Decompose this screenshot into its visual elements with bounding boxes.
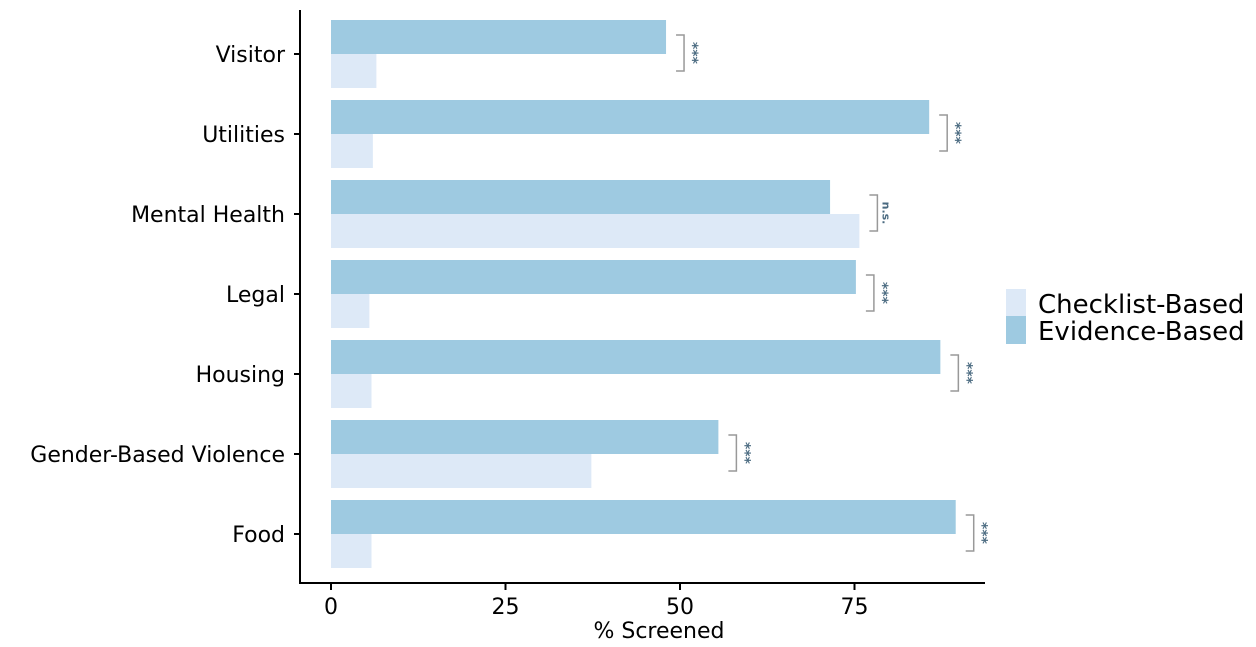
bar-checklist-based xyxy=(331,534,372,568)
legend-swatch xyxy=(1006,289,1026,317)
significance-label: *** xyxy=(958,362,974,385)
significance-label: *** xyxy=(736,442,752,465)
bar-checklist-based xyxy=(331,374,372,408)
significance-bracket xyxy=(865,274,875,312)
bar-evidence-based xyxy=(331,260,856,294)
significance-label: *** xyxy=(684,42,700,65)
bar-checklist-based xyxy=(331,214,860,248)
significance-brackets: *** *** n.s. *** *** *** *** xyxy=(676,34,990,552)
bar-checklist-based xyxy=(331,54,377,88)
significance-label: *** xyxy=(947,122,963,145)
bar-checklist-based xyxy=(331,134,373,168)
bar-evidence-based xyxy=(331,180,831,214)
bar-evidence-based xyxy=(331,420,719,454)
significance-bracket xyxy=(728,434,738,472)
bar-checklist-based xyxy=(331,454,592,488)
y-tick-label: Mental Health xyxy=(131,203,285,228)
y-tick-label: Gender-Based Violence xyxy=(30,443,285,468)
y-tick-labels: Visitor Utilities Mental Health Legal Housin… xyxy=(30,43,300,548)
significance-label: n.s. xyxy=(879,202,892,225)
bar-evidence-based xyxy=(331,20,667,54)
bars-layer xyxy=(331,20,956,568)
significance-bracket xyxy=(939,114,948,152)
x-tick-label: 75 xyxy=(841,595,869,620)
y-tick-label: Food xyxy=(232,523,285,548)
bar-evidence-based xyxy=(331,340,941,374)
significance-bracket xyxy=(676,34,685,72)
significance-bracket xyxy=(950,354,960,392)
legend-swatch xyxy=(1006,316,1026,344)
bar-checklist-based xyxy=(331,294,370,328)
axes xyxy=(299,10,985,584)
x-tick-label: 25 xyxy=(492,595,520,620)
legend-label: Evidence-Based xyxy=(1038,317,1245,347)
bar-evidence-based xyxy=(331,500,956,534)
y-tick-label: Legal xyxy=(226,283,285,308)
x-ticks: 0 25 50 75 xyxy=(324,583,869,620)
x-axis-title: % Screened xyxy=(593,619,724,643)
y-tick-label: Housing xyxy=(196,363,285,388)
y-tick-label: Visitor xyxy=(216,43,286,68)
significance-bracket xyxy=(869,194,879,232)
significance-label: *** xyxy=(874,282,890,305)
significance-label: *** xyxy=(974,522,990,545)
y-tick-label: Utilities xyxy=(202,123,285,148)
significance-bracket xyxy=(965,514,975,552)
bar-evidence-based xyxy=(331,100,930,134)
x-tick-label: 0 xyxy=(324,595,338,620)
x-tick-label: 50 xyxy=(666,595,694,620)
legend-label: Checklist-Based xyxy=(1038,290,1244,320)
